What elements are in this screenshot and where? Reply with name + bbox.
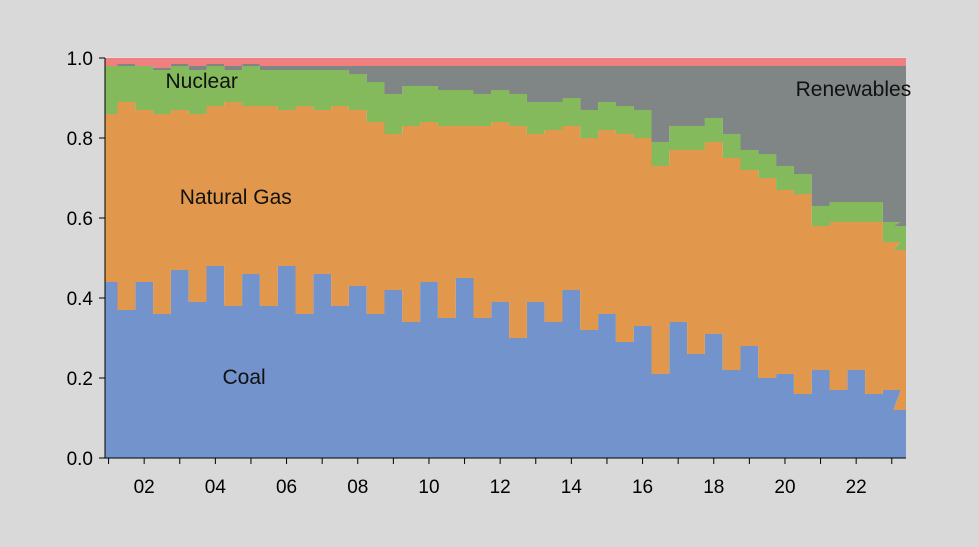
area-natural-gas <box>105 102 906 410</box>
x-tick-label: 10 <box>418 477 439 498</box>
x-tick-label: 04 <box>205 477 227 498</box>
x-tick-label: 12 <box>490 477 511 498</box>
label-coal: Coal <box>222 366 265 389</box>
x-tick-label: 08 <box>347 477 368 498</box>
x-tick-label: 14 <box>561 477 583 498</box>
x-tick-label: 02 <box>134 477 155 498</box>
label-nuclear: Nuclear <box>166 70 238 93</box>
x-tick-label: 20 <box>774 477 795 498</box>
axes: 0.0 0.2 0.4 0.6 0.8 1.0 02 04 06 08 10 12 14 16 18 20 22 <box>67 49 906 498</box>
area-renewables <box>105 64 906 226</box>
stacked-areas <box>105 58 906 458</box>
x-tick-label: 22 <box>846 477 867 498</box>
series-labels: Nuclear Natural Gas Coal Renewables <box>166 70 912 389</box>
x-tick-label: 18 <box>703 477 724 498</box>
label-natural-gas: Natural Gas <box>180 186 292 209</box>
y-tick-label: 0.0 <box>67 449 93 470</box>
y-tick-label: 0.8 <box>67 129 93 150</box>
area-other <box>105 58 906 68</box>
x-tick-label: 06 <box>276 477 297 498</box>
y-tick-label: 1.0 <box>67 49 93 70</box>
area-nuclear <box>105 66 906 250</box>
x-tick-label: 16 <box>632 477 653 498</box>
y-tick-label: 0.4 <box>67 289 94 310</box>
y-tick-label: 0.6 <box>67 209 93 230</box>
y-tick-label: 0.2 <box>67 369 93 390</box>
label-renewables: Renewables <box>796 78 912 101</box>
